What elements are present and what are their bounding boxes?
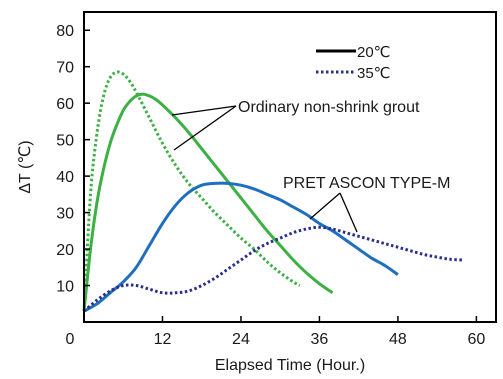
x-tick-label: 60 bbox=[467, 331, 485, 348]
y-tick-label: 20 bbox=[56, 242, 74, 259]
ticks-layer: 10 20 30 40 50 60 70 80 0 12 24 36 48 60 bbox=[56, 23, 485, 348]
annotation-ordinary-leader-2 bbox=[173, 105, 237, 151]
y-tick-label: 80 bbox=[56, 23, 74, 40]
y-tick-label: 70 bbox=[56, 60, 74, 77]
annotation-pret-leader-2 bbox=[339, 192, 358, 233]
annotation-pret-text: PRET ASCON TYPE-M bbox=[283, 175, 450, 192]
x-tick-label: 12 bbox=[154, 331, 172, 348]
annotation-pret-leader-1 bbox=[309, 192, 341, 220]
legend-label-35c: 35℃ bbox=[357, 65, 391, 82]
x-tick-label: 48 bbox=[389, 331, 407, 348]
x-tick-label: 36 bbox=[311, 331, 329, 348]
y-axis-title: ΔT (℃) bbox=[17, 140, 34, 193]
curves-layer bbox=[82, 70, 464, 313]
annotation-ordinary-leader-1 bbox=[171, 105, 237, 116]
annotation-ordinary-text: Ordinary non-shrink grout bbox=[238, 99, 420, 116]
series-line-ordinary-dotted bbox=[82, 70, 301, 312]
annotation-ordinary: Ordinary non-shrink grout bbox=[171, 99, 420, 151]
y-tick-label: 60 bbox=[56, 96, 74, 113]
x-axis-title: Elapsed Time (Hour.) bbox=[215, 357, 365, 374]
y-tick-label: 40 bbox=[56, 169, 74, 186]
y-tick-label: 50 bbox=[56, 133, 74, 150]
plot-frame bbox=[83, 11, 497, 323]
series-line-pret-solid bbox=[83, 181, 399, 313]
series-line-ordinary-solid bbox=[82, 92, 334, 312]
x-tick-label: 0 bbox=[66, 331, 75, 348]
y-tick-label: 10 bbox=[56, 279, 74, 296]
legend-label-20c: 20℃ bbox=[357, 44, 391, 61]
legend: 20℃ 35℃ bbox=[316, 44, 391, 82]
annotation-pret: PRET ASCON TYPE-M bbox=[283, 175, 450, 233]
x-tick-label: 24 bbox=[232, 331, 250, 348]
y-tick-label: 30 bbox=[56, 206, 74, 223]
